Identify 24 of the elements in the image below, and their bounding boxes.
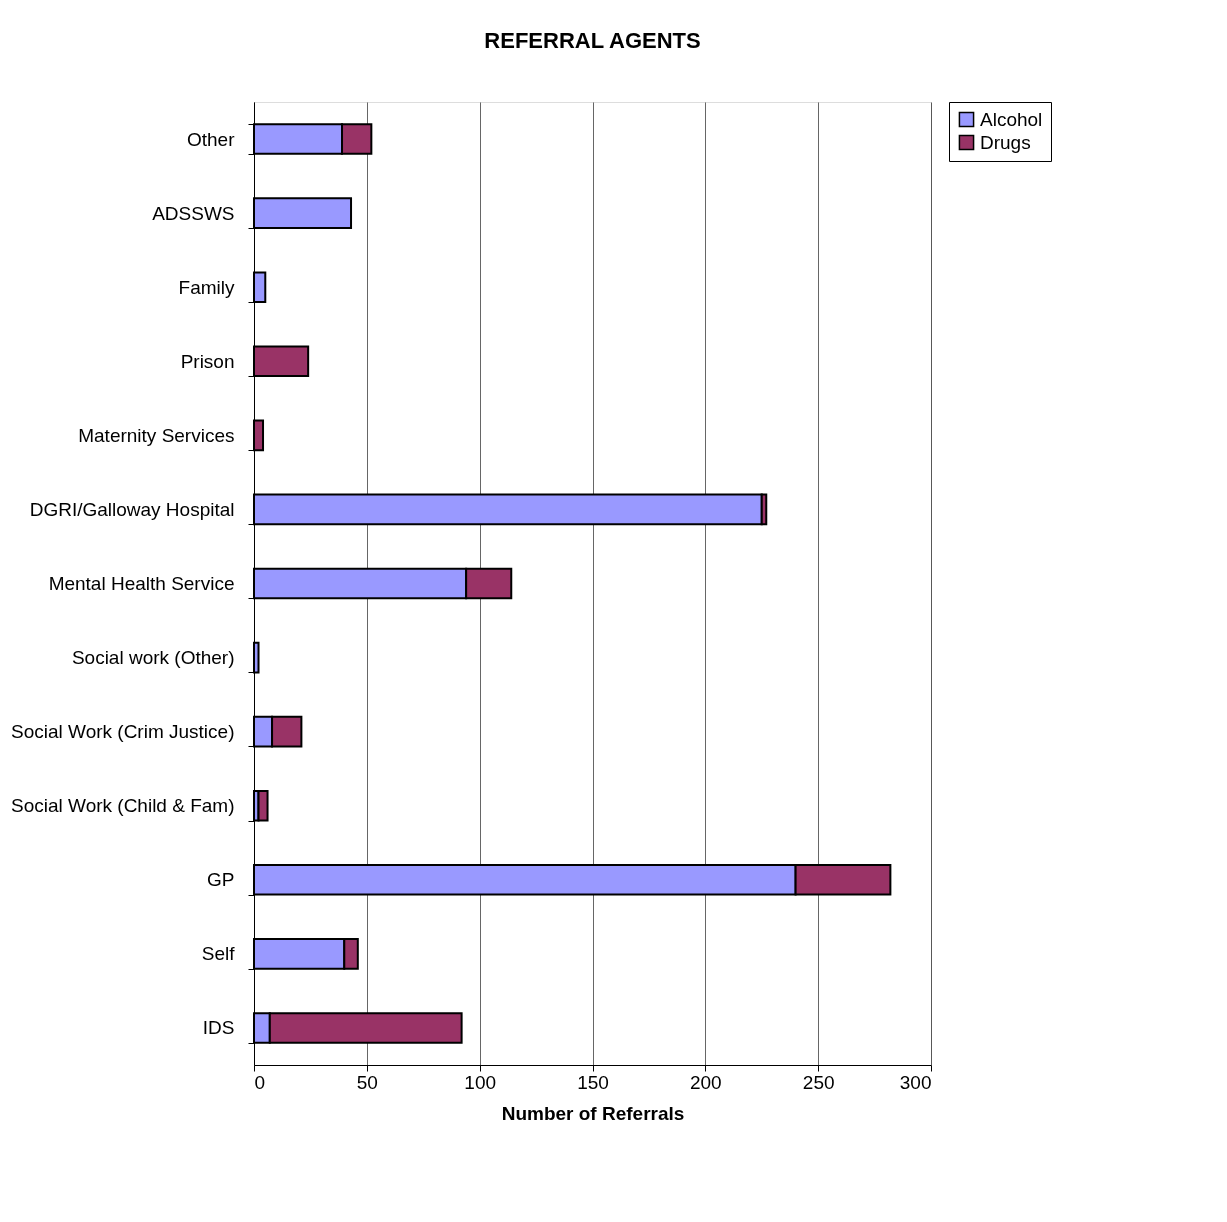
y-tick-label: IDS bbox=[202, 1017, 235, 1039]
y-tick-label: Social Work (Child & Fam) bbox=[11, 795, 235, 817]
x-tick-label: 0 bbox=[254, 1071, 266, 1093]
y-tick-label: Maternity Services bbox=[78, 424, 235, 446]
chart-title: REFERRAL AGENTS bbox=[484, 28, 701, 53]
x-axis-title: Number of Referrals bbox=[501, 1102, 685, 1124]
x-tick-label: 150 bbox=[577, 1071, 609, 1093]
x-tick-label: 250 bbox=[802, 1071, 835, 1093]
y-tick-label: DGRI/Galloway Hospital bbox=[29, 498, 235, 520]
y-tick-label: Social work (Other) bbox=[71, 647, 235, 669]
y-tick-label: GP bbox=[207, 869, 235, 891]
y-tick-label: Self bbox=[201, 943, 236, 965]
x-tick-label: 50 bbox=[356, 1071, 378, 1093]
x-tick-label: 100 bbox=[464, 1071, 497, 1093]
legend-label: Drugs bbox=[980, 131, 1031, 153]
x-tick-label: 300 bbox=[899, 1071, 932, 1093]
legend-label: Alcohol bbox=[980, 108, 1043, 130]
y-tick-label: Prison bbox=[180, 350, 235, 372]
y-tick-label: ADSSWS bbox=[152, 202, 235, 224]
y-tick-label: Social Work (Crim Justice) bbox=[11, 721, 235, 743]
y-tick-label: Family bbox=[178, 276, 235, 298]
y-tick-label: Mental Health Service bbox=[48, 573, 235, 594]
y-tick-label: Other bbox=[186, 128, 236, 150]
x-tick-label: 200 bbox=[689, 1071, 722, 1093]
